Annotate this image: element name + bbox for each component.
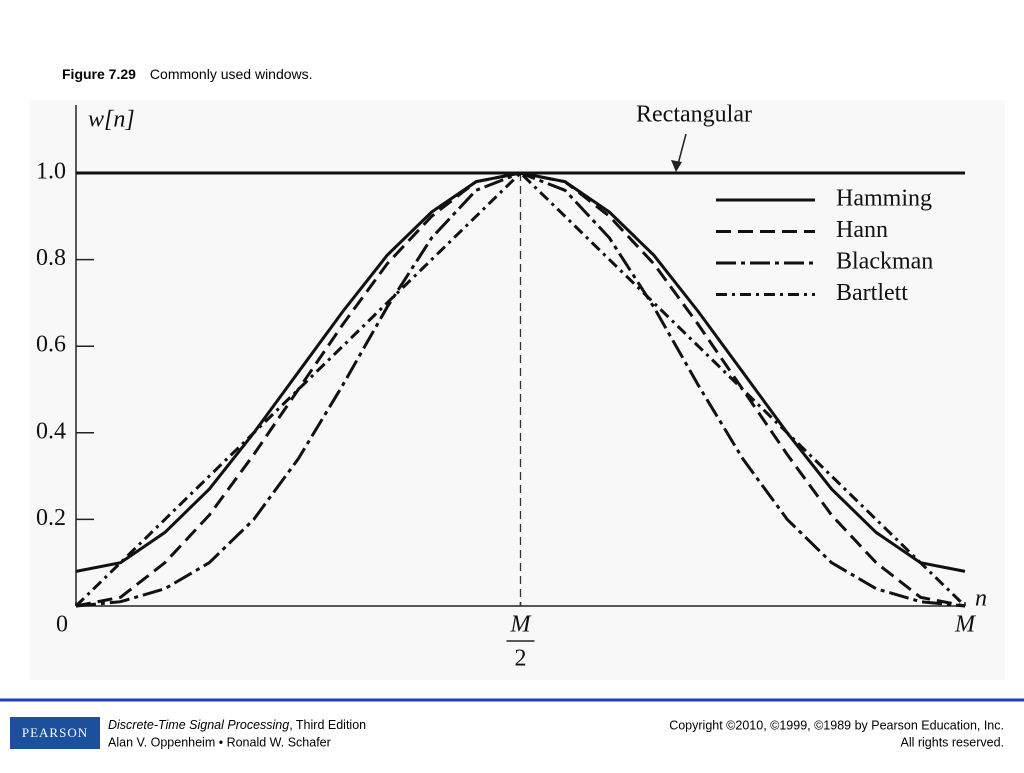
chart: w[n] n 0.2 0.4 0.6 0.8 1.0 0 M 2 M Hamming Hann Black… bbox=[36, 102, 987, 672]
annotation: Rectangular bbox=[636, 102, 752, 128]
figure-label: Figure 7.29 bbox=[62, 66, 136, 82]
book-title: Discrete-Time Signal Processing bbox=[108, 718, 289, 732]
plot-background bbox=[30, 100, 1005, 680]
book-line: Discrete-Time Signal Processing, Third E… bbox=[108, 718, 366, 732]
y-tick-label: 0.4 bbox=[36, 418, 66, 444]
y-tick-label: 0.8 bbox=[36, 245, 66, 271]
y-tick-label: 0.6 bbox=[36, 332, 66, 358]
figure-heading: Figure 7.29 Commonly used windows. bbox=[62, 66, 313, 82]
legend-label: Hamming bbox=[836, 186, 932, 212]
logo: PEARSON bbox=[22, 725, 88, 740]
copyright: Copyright ©2010, ©1999, ©1989 by Pearson… bbox=[669, 718, 1004, 732]
y-tick-label: 1.0 bbox=[36, 159, 66, 185]
series-line bbox=[74, 170, 967, 608]
x-tick-numerator: M bbox=[510, 612, 533, 638]
x-axis-label: n bbox=[975, 586, 987, 612]
y-axis-label: w[n] bbox=[88, 107, 135, 133]
annotation-arrowhead bbox=[671, 160, 682, 172]
legend-label: Bartlett bbox=[836, 280, 908, 306]
x-tick-label: M bbox=[954, 612, 977, 638]
legend-label: Hann bbox=[836, 217, 888, 243]
book-edition: , Third Edition bbox=[289, 718, 366, 732]
x-tick-denominator: 2 bbox=[515, 646, 527, 672]
authors: Alan V. Oppenheim • Ronald W. Schafer bbox=[108, 735, 331, 749]
rights: All rights reserved. bbox=[900, 735, 1004, 749]
legend-label: Blackman bbox=[836, 249, 933, 275]
y-tick-label: 0.2 bbox=[36, 505, 66, 531]
logo-box bbox=[10, 717, 100, 749]
x-tick-label: 0 bbox=[56, 612, 68, 638]
figure-caption: Commonly used windows. bbox=[150, 66, 313, 82]
